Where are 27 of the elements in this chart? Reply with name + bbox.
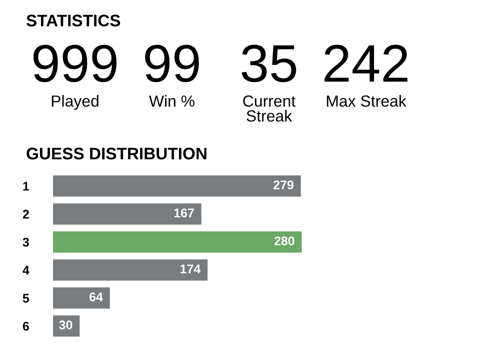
data-label: 64 bbox=[89, 292, 103, 302]
y-tick-label: 5 bbox=[22, 294, 30, 303]
data-label: 279 bbox=[274, 180, 294, 190]
data-label: 999 bbox=[33, 44, 117, 82]
category-label: Max Streak bbox=[326, 95, 406, 107]
chart-title: GUESS DISTRIBUTION bbox=[26, 148, 206, 160]
data-label: 35 bbox=[242, 44, 296, 82]
data-label: 30 bbox=[59, 320, 72, 330]
y-tick-label: 6 bbox=[22, 322, 29, 331]
y-tick-label: 1 bbox=[23, 182, 30, 191]
data-label: 174 bbox=[180, 264, 201, 274]
bar bbox=[53, 203, 202, 225]
y-tick-label: 2 bbox=[22, 210, 29, 219]
bar bbox=[53, 259, 208, 281]
bar bbox=[53, 287, 110, 309]
y-tick-label: 3 bbox=[22, 238, 29, 247]
text: STATISTICS bbox=[26, 14, 120, 26]
data-label: 242 bbox=[324, 44, 408, 82]
data-label: 280 bbox=[274, 236, 294, 246]
data-label: 99 bbox=[145, 44, 199, 82]
y-tick-label: 4 bbox=[22, 266, 30, 275]
category-label: Played bbox=[52, 95, 98, 110]
bar bbox=[53, 175, 301, 197]
bar bbox=[53, 231, 302, 253]
category-label: Current Streak bbox=[243, 95, 296, 122]
category-label: Win % bbox=[148, 95, 195, 107]
data-label: 167 bbox=[174, 208, 194, 218]
